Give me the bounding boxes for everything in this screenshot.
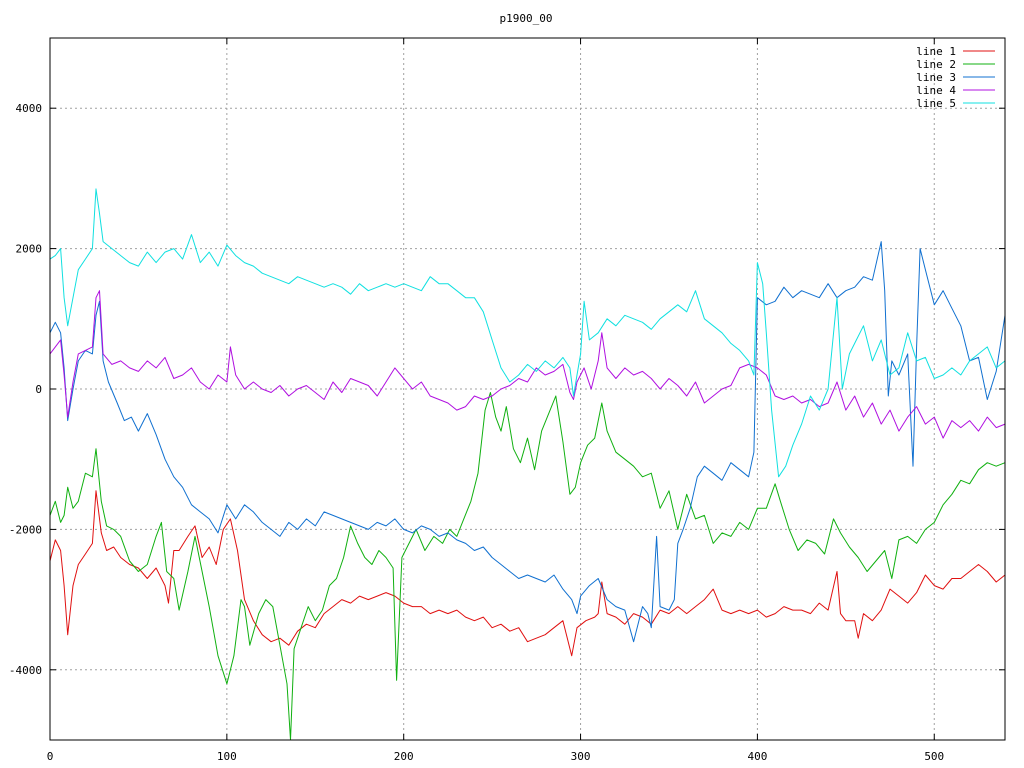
series-line-3 [49,241,1006,643]
x-tick-label: 300 [571,750,591,763]
x-tick-label: 400 [747,750,767,763]
y-tick-label: 4000 [16,102,43,115]
legend-label: line 5 [916,97,956,110]
y-tick-label: -4000 [9,664,42,677]
y-tick-label: 0 [35,383,42,396]
series-line-2 [49,392,1006,741]
legend-label: line 3 [916,71,956,84]
y-tick-label: 2000 [16,243,43,256]
legend-label: line 4 [916,84,956,97]
series-line-1 [49,490,1006,657]
data-series [49,188,1006,741]
y-tick-label: -2000 [9,523,42,536]
chart-title: p1900_00 [500,12,553,25]
legend-label: line 2 [916,58,956,71]
series-line-4 [49,290,1006,439]
grid-lines [50,38,1005,740]
axis-ticks: 0 100 200 300 400 500 -4000 -2000 0 2000 4000 [9,38,1005,763]
x-tick-label: 0 [47,750,54,763]
x-tick-label: 100 [217,750,237,763]
series-line-5 [49,188,1006,478]
x-tick-label: 200 [394,750,414,763]
x-tick-label: 500 [924,750,944,763]
legend-label: line 1 [916,45,956,58]
